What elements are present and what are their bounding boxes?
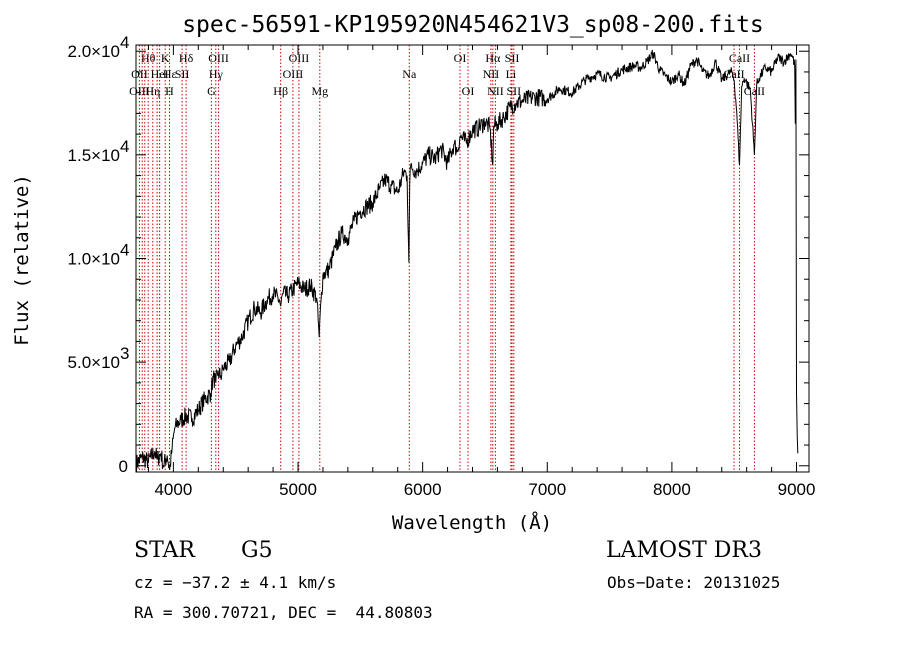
x-tick-label: 6000 xyxy=(404,480,442,499)
line-label: CaII xyxy=(729,51,750,65)
line-label: Hβ xyxy=(273,84,288,98)
line-label: Hθ xyxy=(141,51,156,65)
redshift-readout: cz = −37.2 ± 4.1 km/s xyxy=(134,573,337,592)
x-tick-label: 7000 xyxy=(528,480,566,499)
object-subclass: G5 xyxy=(241,538,273,563)
line-label: Hε xyxy=(163,67,177,81)
line-label: NII xyxy=(483,67,500,81)
line-label: Hα xyxy=(485,51,501,65)
y-tick-exponent: 4 xyxy=(120,137,129,156)
x-axis: 4000 5000 6000 7000 8000 9000 xyxy=(147,45,816,499)
spectrum-line xyxy=(135,49,799,473)
line-label: Na xyxy=(402,67,417,81)
y-tick-label: 2.0×10 xyxy=(68,42,120,61)
emission-line-markers xyxy=(138,45,755,472)
chart-title: spec-56591-KP195920N454621V3_sp08-200.fi… xyxy=(182,12,764,38)
line-label: SII xyxy=(506,84,521,98)
line-label: Li xyxy=(506,67,517,81)
y-tick-label: 5.0×10 xyxy=(68,353,120,372)
coordinates: RA = 300.70721, DEC = 44.80803 xyxy=(134,603,433,622)
x-tick-label: 5000 xyxy=(279,480,317,499)
y-tick-exponent: 3 xyxy=(120,344,129,363)
line-label: OIII xyxy=(208,51,229,65)
y-tick-label: 1.0×10 xyxy=(68,250,120,269)
line-label: NII xyxy=(487,84,504,98)
y-tick-label: 0 xyxy=(119,457,128,476)
y-tick-exponent: 4 xyxy=(120,33,129,52)
line-label: Hη xyxy=(145,84,160,98)
x-axis-title: Wavelength (Å) xyxy=(392,511,552,534)
x-tick-label: 4000 xyxy=(154,480,192,499)
line-label: SII xyxy=(505,51,520,65)
line-label: OIII xyxy=(289,51,310,65)
series-layer xyxy=(135,49,799,473)
line-label: OI xyxy=(462,84,475,98)
y-axis-title: Flux (relative) xyxy=(11,174,33,346)
x-tick-label: 8000 xyxy=(653,480,691,499)
x-tick-label: 9000 xyxy=(778,480,816,499)
line-label: H xyxy=(165,84,174,98)
line-label: OII xyxy=(131,67,148,81)
line-label: OIII xyxy=(129,84,150,98)
line-label: Hδ xyxy=(179,51,194,65)
line-label: Hγ xyxy=(209,67,224,81)
line-label: K xyxy=(161,51,170,65)
obs-date: Obs−Date: 20131025 xyxy=(607,573,781,592)
y-tick-label: 1.5×10 xyxy=(68,146,120,165)
line-label: HeI xyxy=(151,67,169,81)
line-label: OI xyxy=(454,51,467,65)
line-label: OIII xyxy=(283,67,304,81)
line-label: SII xyxy=(175,67,190,81)
plot-frame xyxy=(135,44,810,473)
y-tick-exponent: 4 xyxy=(120,241,129,260)
object-class: STAR xyxy=(134,538,195,563)
line-label: G xyxy=(207,84,216,98)
line-label: Mg xyxy=(311,84,328,98)
y-axis: 05.0×10 31.0×10 41.5×10 42.0×10 4 xyxy=(68,33,809,476)
survey-name: LAMOST DR3 xyxy=(606,538,762,563)
